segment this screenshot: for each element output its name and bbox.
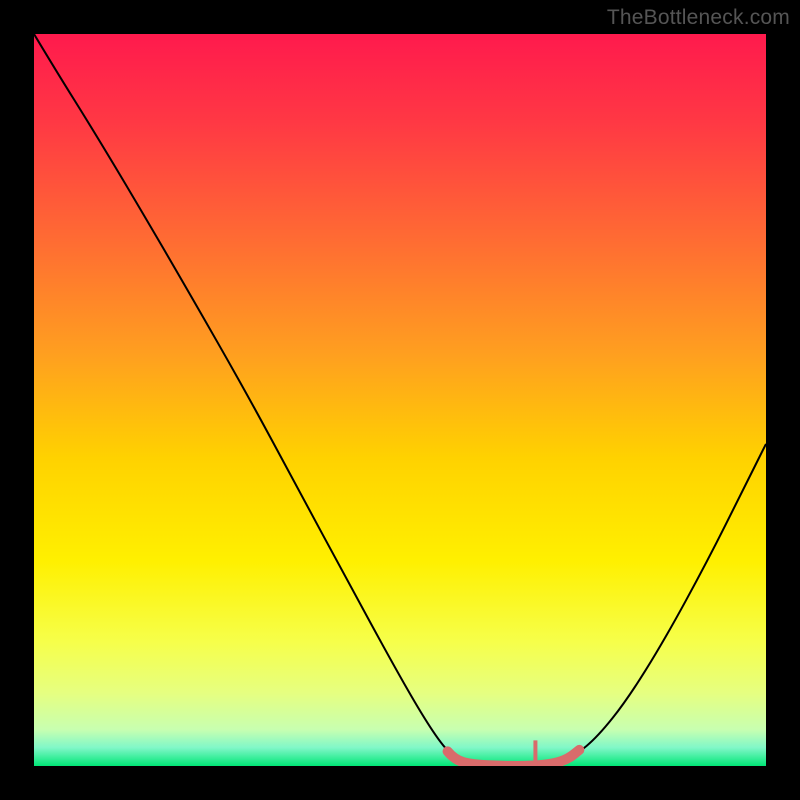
chart-container: TheBottleneck.com bbox=[0, 0, 800, 800]
watermark-text: TheBottleneck.com bbox=[607, 6, 790, 30]
bottleneck-curve bbox=[34, 34, 766, 766]
plot-area bbox=[34, 34, 766, 766]
sweet-spot-highlight bbox=[448, 750, 580, 766]
curve-layer bbox=[34, 34, 766, 766]
